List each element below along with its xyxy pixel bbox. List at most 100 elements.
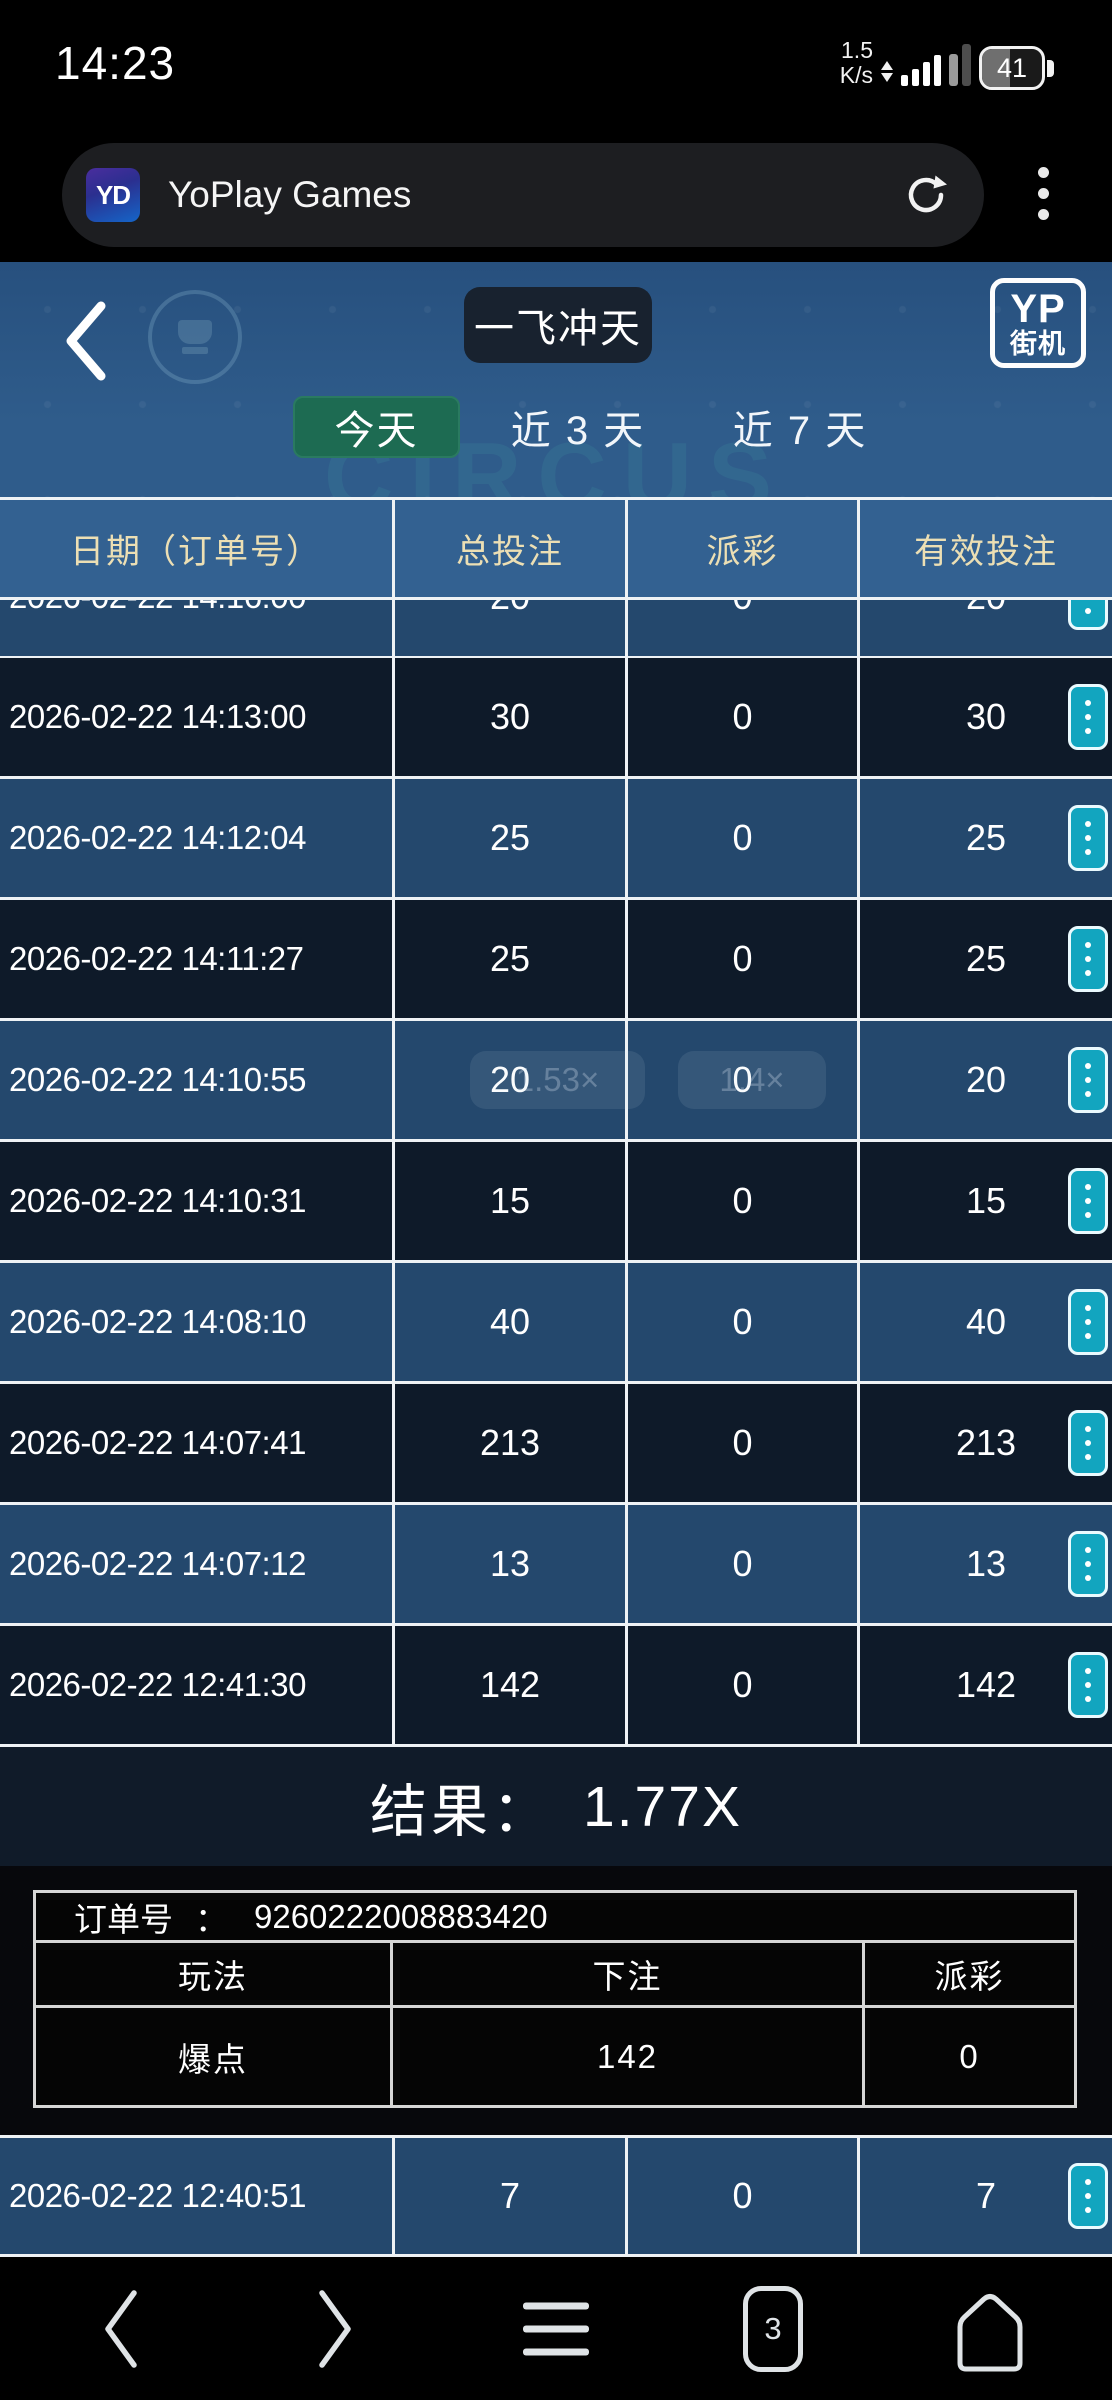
table-header-row: 日期（订单号） 总投注 派彩 有效投注 [0,497,1112,600]
row-actions-button[interactable] [1068,1410,1108,1476]
nav-chevron-right-icon [319,2289,351,2368]
row-payout-cell: 0 [628,1626,860,1744]
row-valid-bet-cell: 20 [965,1059,1007,1100]
table-row[interactable]: 2026-02-22 14:07:41 213 0 213 [0,1384,1112,1505]
row-actions-button[interactable] [1068,684,1108,750]
date-range-tabs: 今天 近 3 天 近 7 天 [0,396,1112,458]
status-icons: 1.5 K/s 41 [840,30,1054,90]
row-actions-button[interactable] [1068,805,1108,871]
nav-back-button[interactable] [98,2285,142,2373]
signal-strength-icon [901,55,941,86]
order-detail-box: 订单号 ： 9260222008883420 玩法 下注 派彩 爆点 142 0 [33,1890,1077,2108]
row-date-cell: 2026-02-22 12:40:51 [0,2138,395,2254]
row-total-bet-cell: 20 [395,1021,628,1139]
table-row[interactable]: 2026-02-22 14:13:00 30 0 30 [0,658,1112,779]
tab-today[interactable]: 今天 [293,396,460,458]
table-body: 2026-02-22 14:13:00 30 0 30 2026-02-22 1… [0,658,1112,1747]
tab-last-7-days[interactable]: 近 7 天 [732,409,868,453]
signal-sim2-icon [949,44,971,86]
network-speed: 1.5 K/s [840,38,873,88]
nav-tab-switcher-button[interactable]: 3 [743,2285,803,2372]
table-row[interactable]: 2026-02-22 14:10:31 15 0 15 [0,1142,1112,1263]
background-multiplier-ghost: 1.4× [678,1051,826,1109]
row-actions-button[interactable] [1068,1047,1108,1113]
browser-toolbar: YD YoPlay Games [0,143,1112,253]
battery-icon: 41 [979,46,1054,90]
col-header-payout: 派彩 [628,500,860,597]
row-total-bet-cell: 20 [395,600,628,656]
row-valid-bet-cell: 15 [965,1180,1007,1221]
row-date-cell: 2026-02-22 14:10:55 [0,1021,395,1139]
row-valid-bet-cell: 7 [975,2175,997,2216]
back-button[interactable] [58,298,114,384]
records-table: 日期（订单号） 总投注 派彩 有效投注 2026-02-22 14:16:00 … [0,497,1112,1747]
row-payout-cell: 0 [628,1384,860,1502]
row-payout-cell: 0 [628,1505,860,1623]
row-valid-bet-cell: 40 [965,1301,1007,1342]
home-icon [957,2293,1023,2371]
row-date-cell: 2026-02-22 14:11:27 [0,900,395,1018]
result-value: 1.77X [583,1774,742,1839]
tab-last-3-days[interactable]: 近 3 天 [510,409,646,453]
row-payout-cell: 0 [628,1021,860,1139]
hamburger-icon [523,2302,589,2355]
row-actions-button[interactable] [1068,1168,1108,1234]
detail-col-payout: 派彩 [934,1958,1005,1995]
row-payout-cell: 0 [628,900,860,1018]
result-line: 结果： 1.77X [0,1747,1112,1866]
order-number-row: 订单号 ： 9260222008883420 [36,1893,1074,1943]
row-valid-bet-cell: 25 [965,938,1007,979]
chevron-left-icon [66,301,106,381]
row-actions-button[interactable] [1068,1652,1108,1718]
nav-home-button[interactable] [942,2281,1038,2377]
table-row[interactable]: 2026-02-22 12:41:30 142 0 142 [0,1626,1112,1747]
open-tab-count: 3 [764,2310,782,2346]
table-row[interactable]: 2026-02-22 12:40:51 7 0 7 [0,2138,1112,2257]
row-payout-cell: 0 [628,658,860,776]
detail-bet-amount: 142 [393,2008,865,2105]
clipped-row-viewport: 2026-02-22 14:16:00 20 0 20 [0,600,1112,658]
android-nav-bar: 3 [0,2257,1112,2400]
row-date-cell: 2026-02-22 14:10:31 [0,1142,395,1260]
row-total-bet-cell: 30 [395,658,628,776]
logo-text-top: YP [1010,286,1066,331]
row-date-cell: 2026-02-22 14:16:00 [0,600,395,656]
row-valid-bet-cell: 30 [965,696,1007,737]
row-total-bet-cell: 15 [395,1142,628,1260]
page-title: 一飞冲天 [464,287,652,363]
yp-arcade-logo[interactable]: YP 街机 [990,278,1086,368]
table-row[interactable]: 2026-02-22 14:08:10 40 0 40 [0,1263,1112,1384]
row-actions-button[interactable] [1068,1289,1108,1355]
site-favicon: YD [86,168,140,222]
row-actions-button[interactable] [1068,2163,1108,2229]
nav-menu-button[interactable] [523,2302,589,2355]
col-header-date: 日期（订单号） [0,500,395,597]
row-actions-button[interactable] [1068,600,1108,630]
site-title: YoPlay Games [168,174,412,215]
row-actions-button[interactable] [1068,926,1108,992]
url-bar[interactable]: YD YoPlay Games [62,143,984,247]
table-row[interactable]: 2026-02-22 14:12:04 25 0 25 [0,779,1112,900]
nav-forward-button[interactable] [314,2285,358,2373]
row-total-bet-cell: 25 [395,900,628,1018]
trophy-icon [148,290,242,384]
table-row[interactable]: 2026-02-22 14:11:27 25 0 25 [0,900,1112,1021]
row-total-bet-cell: 213 [395,1384,628,1502]
table-row[interactable]: 2026-02-22 14:10:55 20 0 20 1.53× 1.4× [0,1021,1112,1142]
row-actions-button[interactable] [1068,1531,1108,1597]
row-date-cell: 2026-02-22 14:07:12 [0,1505,395,1623]
background-multiplier-ghost: 1.53× [470,1051,645,1109]
row-total-bet-cell: 142 [395,1626,628,1744]
order-detail-header-row: 玩法 下注 派彩 [36,1943,1074,2008]
row-valid-bet-cell: 142 [955,1664,1017,1705]
table-row[interactable]: 2026-02-22 14:07:12 13 0 13 [0,1505,1112,1626]
refresh-icon[interactable] [902,171,950,219]
col-header-total-bet: 总投注 [395,500,628,597]
order-number-value: 9260222008883420 [254,1897,548,1935]
table-row[interactable]: 2026-02-22 14:16:00 20 0 20 [0,600,1112,658]
browser-menu-icon[interactable] [1032,161,1055,226]
detail-play-type: 爆点 [36,2008,393,2105]
row-valid-bet-cell: 25 [965,817,1007,858]
row-valid-bet-cell: 213 [955,1422,1017,1463]
